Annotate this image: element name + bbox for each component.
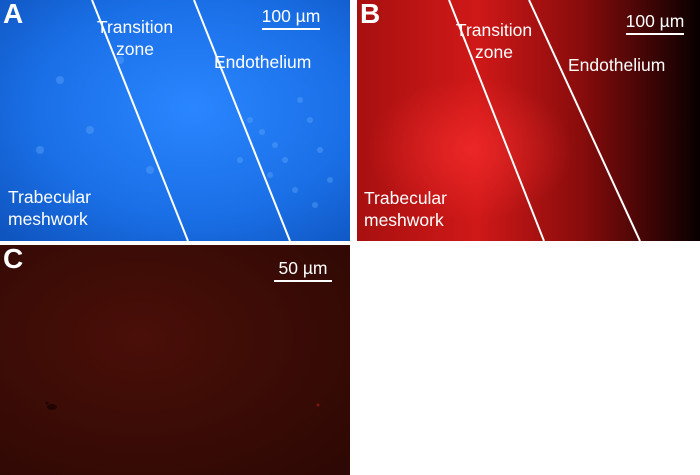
panel-a-blue-micrograph: A Transition zone Endothelium Trabecular… (0, 0, 350, 241)
transition-zone-label: Transition zone (455, 20, 533, 62)
scale-bar-a-line (262, 28, 320, 30)
panel-b-image (357, 0, 700, 241)
boundary-line-right (528, 0, 641, 241)
panel-c-image (0, 245, 350, 475)
scale-bar-a-text: 100 µm (261, 6, 321, 26)
scale-bar-b: 100 µm (619, 11, 691, 35)
scale-bar-c: 50 µm (272, 258, 334, 282)
transition-zone-label: Transition zone (96, 17, 174, 59)
panel-label-c: C (3, 245, 24, 274)
panel-b-red-micrograph: B Transition zone Endothelium Trabecular… (357, 0, 700, 241)
scale-bar-c-line (274, 280, 332, 282)
panel-label-a: A (3, 0, 24, 29)
trabecular-meshwork-label: Trabecular meshwork (8, 187, 91, 229)
scale-bar-b-line (626, 33, 684, 35)
scale-bar-c-text: 50 µm (278, 258, 328, 278)
boundary-line-right (193, 0, 291, 241)
boundary-line-left (448, 0, 545, 241)
boundary-line-left (91, 0, 189, 241)
trabecular-meshwork-label: Trabecular meshwork (364, 188, 447, 230)
panel-a-image (0, 0, 350, 241)
panel-c-dark-micrograph: C 50 µm (0, 245, 350, 475)
scale-bar-b-text: 100 µm (625, 11, 685, 31)
endothelium-label: Endothelium (568, 55, 666, 75)
panel-label-b: B (360, 0, 381, 29)
endothelium-label: Endothelium (214, 52, 312, 72)
scale-bar-a: 100 µm (256, 6, 326, 30)
